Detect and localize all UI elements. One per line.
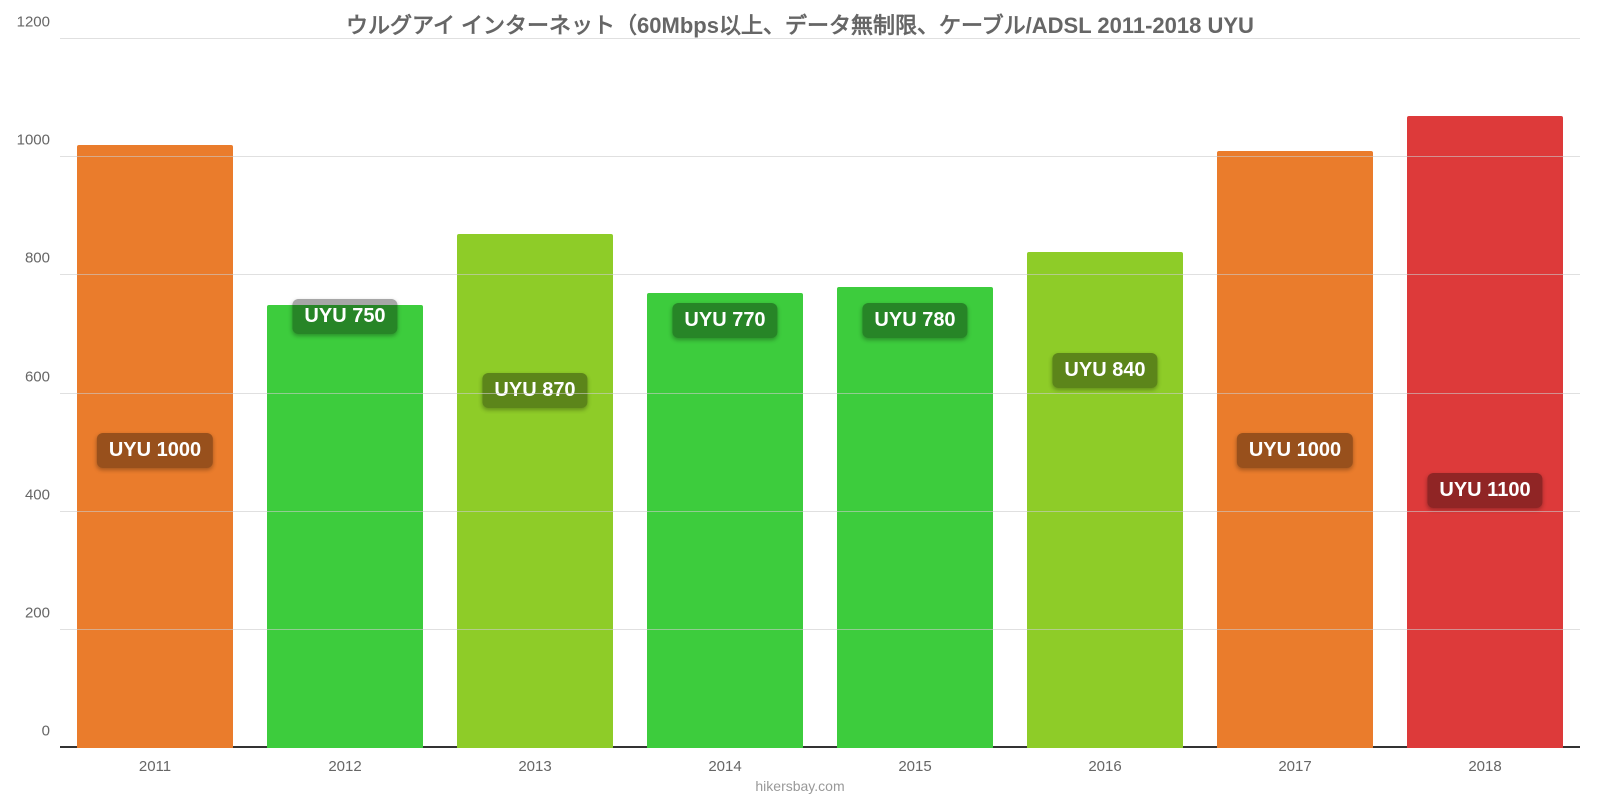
bar-value-label: UYU 770: [672, 303, 777, 338]
bar-value-label: UYU 1000: [97, 433, 213, 468]
y-tick-label: 200: [25, 604, 50, 621]
bar: UYU 770: [647, 293, 803, 748]
attribution-text: hikersbay.com: [0, 778, 1600, 794]
bar-value-label: UYU 840: [1052, 353, 1157, 388]
y-tick-label: 1200: [17, 14, 50, 31]
plot-area: UYU 10002011UYU 7502012UYU 8702013UYU 77…: [60, 38, 1580, 748]
bar-slot: UYU 7702014: [630, 39, 820, 748]
bar-slot: UYU 10002017: [1200, 39, 1390, 748]
bar-slot: UYU 7802015: [820, 39, 1010, 748]
bar: UYU 1100: [1407, 116, 1563, 748]
bar: UYU 780: [837, 287, 993, 748]
bar-value-label: UYU 1100: [1427, 473, 1542, 508]
gridline: [60, 629, 1580, 630]
x-tick-label: 2014: [708, 758, 741, 775]
bar: UYU 1000: [77, 145, 233, 748]
y-tick-label: 0: [42, 723, 50, 740]
y-tick-label: 1000: [17, 132, 50, 149]
bar: UYU 750: [267, 305, 423, 748]
chart-container: ウルグアイ インターネット（60Mbps以上、データ無制限、ケーブル/ADSL …: [0, 0, 1600, 800]
bars-group: UYU 10002011UYU 7502012UYU 8702013UYU 77…: [60, 39, 1580, 748]
y-tick-label: 600: [25, 368, 50, 385]
bar-value-label: UYU 780: [862, 303, 967, 338]
x-tick-label: 2013: [518, 758, 551, 775]
chart-title: ウルグアイ インターネット（60Mbps以上、データ無制限、ケーブル/ADSL …: [0, 8, 1600, 40]
y-tick-label: 800: [25, 250, 50, 267]
bar-slot: UYU 11002018: [1390, 39, 1580, 748]
bar-slot: UYU 7502012: [250, 39, 440, 748]
bar-value-label: UYU 750: [292, 299, 397, 334]
x-tick-label: 2015: [898, 758, 931, 775]
bar-slot: UYU 8402016: [1010, 39, 1200, 748]
bar-slot: UYU 8702013: [440, 39, 630, 748]
gridline: [60, 274, 1580, 275]
x-tick-label: 2018: [1468, 758, 1501, 775]
x-tick-label: 2012: [328, 758, 361, 775]
gridline: [60, 156, 1580, 157]
gridline: [60, 511, 1580, 512]
bar: UYU 1000: [1217, 151, 1373, 748]
bar: UYU 870: [457, 234, 613, 748]
bar-value-label: UYU 1000: [1237, 433, 1353, 468]
bar: UYU 840: [1027, 252, 1183, 748]
x-tick-label: 2016: [1088, 758, 1121, 775]
gridline: [60, 38, 1580, 39]
x-tick-label: 2017: [1278, 758, 1311, 775]
bar-slot: UYU 10002011: [60, 39, 250, 748]
gridline: [60, 393, 1580, 394]
x-tick-label: 2011: [139, 758, 171, 775]
bar-value-label: UYU 870: [482, 373, 587, 408]
y-tick-label: 400: [25, 486, 50, 503]
